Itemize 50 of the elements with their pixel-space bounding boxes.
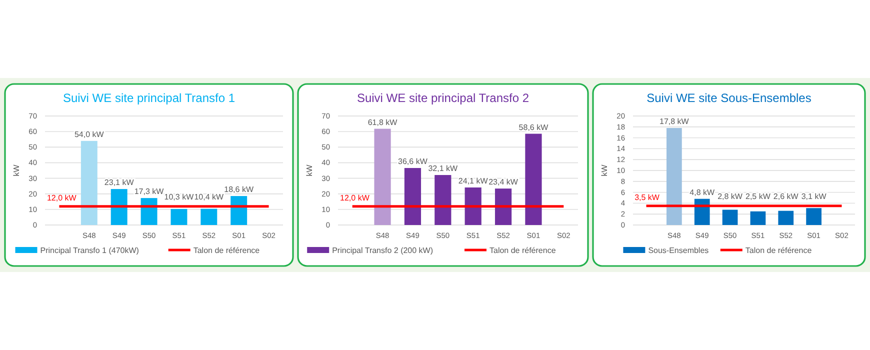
- bar: [80, 140, 98, 225]
- bar: [200, 208, 218, 225]
- data-label: 4,8 kW: [690, 188, 716, 197]
- bar: [464, 187, 482, 225]
- legend-label: Sous-Ensembles: [648, 246, 709, 255]
- bar: [230, 196, 248, 225]
- bar: [434, 175, 452, 225]
- data-label: 12,0 kW: [340, 193, 370, 202]
- data-label: 12,0 kW: [46, 193, 77, 202]
- y-axis-title: kW: [600, 164, 609, 176]
- data-label: 23,4 kW: [488, 178, 518, 187]
- data-label: 23,1 kW: [104, 178, 134, 188]
- bar: [750, 211, 766, 225]
- data-label: 54,0 kW: [74, 130, 104, 139]
- chart-title: Suivi WE site principal Transfo 1: [62, 91, 236, 105]
- bar: [494, 188, 512, 225]
- data-label: 10,3 kW: [164, 192, 194, 202]
- legend-label: Talon de référence: [745, 246, 812, 255]
- data-label: 2,5 kW: [746, 192, 771, 201]
- legend-label: Talon de référence: [490, 246, 556, 255]
- data-label: 17,3 kW: [134, 187, 164, 196]
- data-label: 18,6 kW: [224, 185, 254, 194]
- bar: [525, 134, 542, 225]
- data-label: 17,8 kW: [660, 116, 690, 126]
- y-axis-title: kW: [12, 164, 21, 176]
- data-label: 36,6 kW: [398, 157, 428, 166]
- bar: [778, 210, 794, 225]
- data-label: 2,6 kW: [773, 192, 799, 201]
- bar: [404, 168, 422, 225]
- legend-label: Principal Transfo 2 (200 kW): [332, 246, 434, 255]
- data-label: 3,5 kW: [634, 192, 660, 202]
- data-label: 24,1 kW: [458, 176, 488, 186]
- bar: [694, 198, 710, 225]
- data-label: 3,1 kW: [801, 192, 827, 201]
- chart-title: Suivi WE site principal Transfo 2: [356, 91, 530, 105]
- bar: [374, 128, 391, 225]
- bar: [170, 208, 188, 225]
- data-label: 10,4 kW: [194, 192, 224, 202]
- bar: [110, 189, 128, 225]
- y-axis-title: kW: [305, 164, 314, 176]
- legend-label: Talon de référence: [193, 246, 260, 255]
- data-label: 61,8 kW: [368, 118, 398, 127]
- legend-label: Principal Transfo 1 (470kW): [40, 246, 140, 255]
- data-label: 2,8 kW: [718, 192, 743, 201]
- bar: [722, 210, 738, 225]
- bar: [666, 128, 682, 225]
- chart-title: Suivi WE site Sous-Ensembles: [646, 91, 812, 105]
- data-label: 32,1 kW: [428, 164, 458, 174]
- bar: [806, 208, 822, 225]
- data-label: 58,6 kW: [518, 122, 549, 132]
